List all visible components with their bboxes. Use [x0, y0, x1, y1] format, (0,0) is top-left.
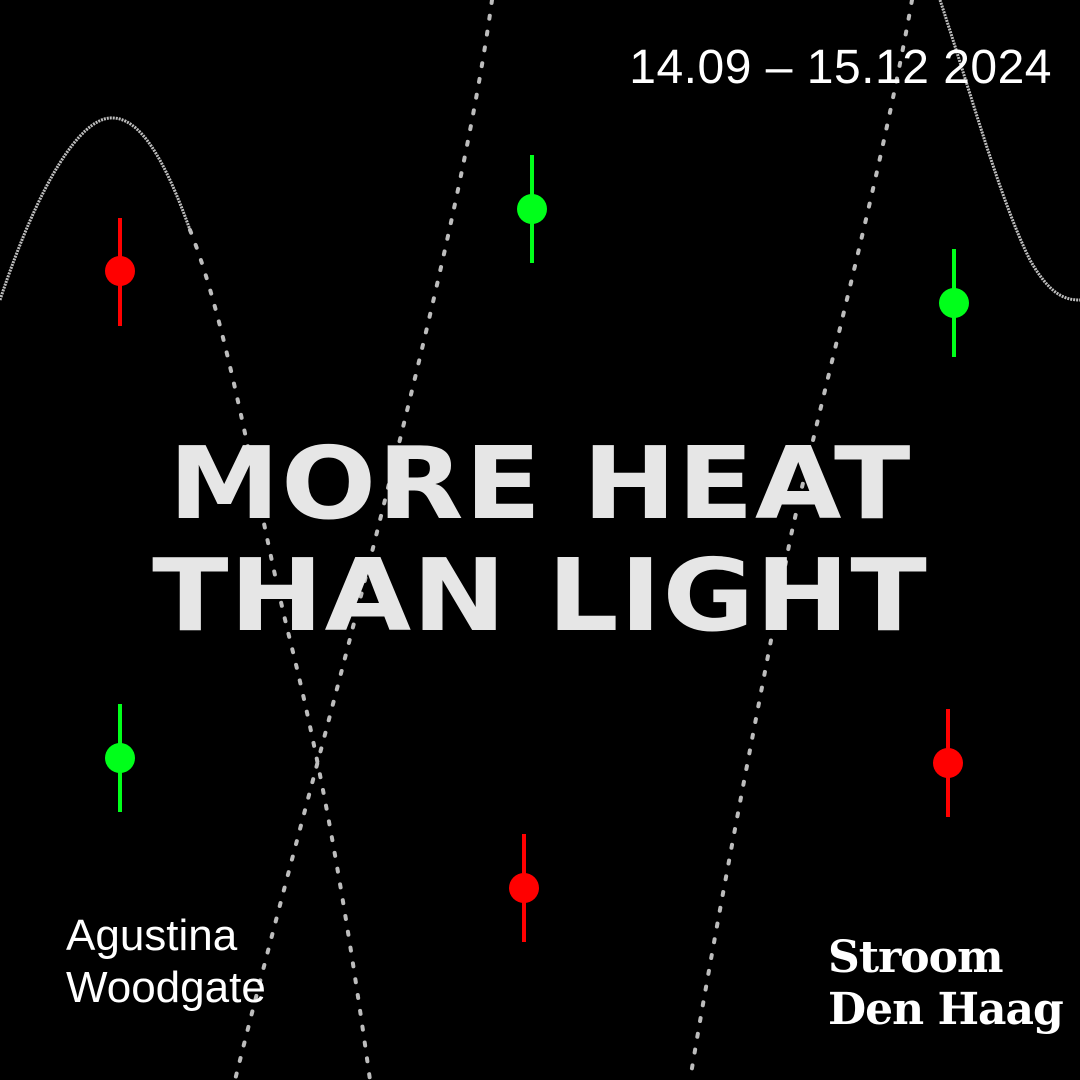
- stroom-den-haag-logo: Stroom Den Haag: [828, 932, 1064, 1036]
- title-line-1: MORE HEAT: [168, 425, 912, 542]
- marker-red-upper-left: [105, 218, 135, 326]
- logo-line-2: Den Haag: [828, 984, 1064, 1035]
- sine-curve-left: [0, 116, 192, 301]
- title-line-2: THAN LIGHT: [152, 537, 928, 654]
- dotted-curve-a: [188, 228, 372, 1080]
- dotted-curve-c: [688, 0, 914, 1080]
- marker-green-upper-right: [939, 249, 969, 357]
- exhibition-title: MORE HEAT THAN LIGHT: [0, 428, 1080, 652]
- sine-curve-right: [938, 0, 1080, 302]
- marker-red-bottom-center: [509, 834, 539, 942]
- marker-red-lower-right: [933, 709, 963, 817]
- artist-name: Agustina Woodgate: [66, 910, 266, 1014]
- artist-first-name: Agustina: [66, 911, 238, 960]
- artist-last-name: Woodgate: [66, 963, 266, 1012]
- marker-green-lower-left: [105, 704, 135, 812]
- marker-green-top-center: [517, 155, 547, 263]
- date-range: 14.09 – 15.12 2024: [629, 41, 1052, 94]
- logo-line-1: Stroom: [828, 932, 1004, 983]
